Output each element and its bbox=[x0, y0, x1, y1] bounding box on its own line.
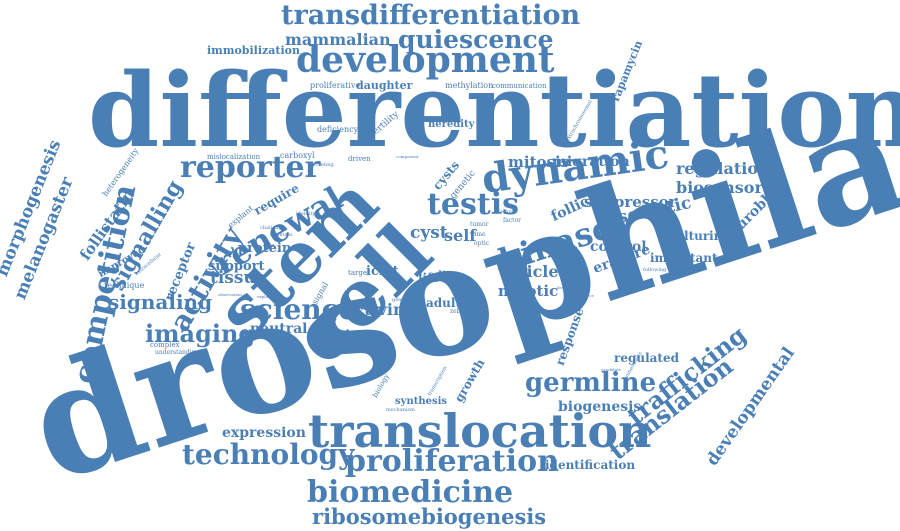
word-protein: protein bbox=[238, 241, 292, 256]
word-imaging: imaging bbox=[145, 319, 256, 348]
word-time: time bbox=[472, 231, 486, 238]
word-component: component bbox=[396, 154, 419, 159]
word-neutral: neutral bbox=[250, 321, 308, 337]
word-activin: activin bbox=[344, 300, 405, 319]
word-mitosis: mitosis bbox=[508, 153, 570, 171]
word-gene: gene bbox=[392, 297, 405, 303]
word-culturing: culturing bbox=[668, 229, 731, 243]
word-tissue: tissue bbox=[210, 268, 267, 288]
word-ribosomebiogenesis: ribosomebiogenesis bbox=[312, 504, 547, 529]
word-biomedicine: biomedicine bbox=[307, 475, 514, 510]
word-change: change bbox=[550, 311, 569, 317]
word-immobilization: immobilization bbox=[207, 44, 300, 57]
word-tumor: tumor bbox=[470, 221, 489, 228]
word-technique: technique bbox=[104, 281, 145, 290]
word-transgenic: transgenic bbox=[330, 335, 352, 340]
word-cyst: cyst bbox=[410, 223, 448, 243]
word-life: life bbox=[418, 271, 440, 285]
word-biosensor: biosensor bbox=[676, 178, 763, 197]
word-live: live bbox=[438, 269, 460, 282]
word-regulation: regulation bbox=[676, 159, 770, 178]
word-cellular: cellular bbox=[498, 209, 518, 215]
word-germline: germline bbox=[525, 368, 657, 398]
word-carboxyl: carboxyl bbox=[280, 151, 315, 160]
word-activation: activation bbox=[352, 345, 383, 352]
word-daughter: daughter bbox=[356, 79, 413, 92]
word-translocation: translocation bbox=[308, 404, 652, 458]
word-complex: complex bbox=[150, 341, 180, 349]
word-transdifferentiation: transdifferentiation bbox=[281, 0, 581, 31]
word-target: target bbox=[348, 269, 370, 277]
word-mitotic: mitotic bbox=[498, 282, 559, 300]
word-explained: explained bbox=[257, 294, 277, 299]
word-communication: communication bbox=[492, 82, 547, 90]
word-zebra: zebra bbox=[450, 308, 467, 315]
word-proliferative: proliferative bbox=[310, 81, 361, 90]
word-mechanism: mechanism bbox=[386, 407, 415, 413]
word-synthesis: synthesis bbox=[395, 396, 448, 407]
word-methylation: methylation bbox=[445, 81, 494, 90]
word-deficiency: deficiency bbox=[317, 125, 359, 134]
word-quiescence: quiescence bbox=[398, 25, 554, 54]
word-determination: determination bbox=[557, 285, 586, 290]
word-identification: identification bbox=[545, 458, 636, 472]
word-challenge: challenge bbox=[260, 225, 285, 231]
word-icmt: icmt bbox=[366, 264, 399, 279]
word-observation: observation bbox=[218, 292, 242, 297]
word-understanding: understanding bbox=[155, 349, 200, 356]
word-driven: driven bbox=[348, 155, 371, 163]
word-secreting: secreting bbox=[310, 162, 334, 168]
word-regulated: regulated bbox=[614, 351, 679, 365]
word-candidate: candidate bbox=[601, 367, 621, 372]
word-signaling: signaling bbox=[108, 290, 213, 314]
word-factor: factor bbox=[503, 217, 522, 224]
word-biogenesis: biogenesis bbox=[558, 399, 642, 415]
word-vesicle: vesicle bbox=[498, 262, 559, 281]
word-following: following bbox=[643, 267, 667, 273]
word-mammalian: mammalian bbox=[285, 30, 391, 49]
word-reporter: reporter bbox=[180, 150, 321, 185]
word-support: support bbox=[208, 259, 265, 274]
word-testis: testis bbox=[427, 187, 519, 222]
word-technology: technology bbox=[182, 438, 355, 471]
word-progression: progression bbox=[333, 377, 364, 383]
word-identity: identity bbox=[296, 211, 316, 217]
word-maintain: maintain bbox=[270, 232, 293, 238]
word-expression: expression bbox=[222, 425, 306, 441]
word-suppressor: suppressor bbox=[584, 193, 677, 211]
word-mislocalization: mislocalization bbox=[207, 153, 261, 161]
word-adult: adult bbox=[426, 296, 461, 310]
word-reveal: reveal bbox=[500, 251, 519, 258]
word-resource: resource bbox=[576, 293, 594, 298]
word-optic: optic bbox=[474, 240, 490, 247]
word-self: self bbox=[444, 226, 477, 245]
word-migration: migration bbox=[552, 154, 630, 170]
word-development: development bbox=[296, 39, 555, 81]
word-important: important bbox=[650, 251, 718, 265]
word-differentiation: differentiation bbox=[88, 51, 900, 171]
word-proliferation: proliferation bbox=[345, 444, 559, 479]
word-heredity: heredity bbox=[428, 119, 475, 130]
word-control: control bbox=[590, 239, 647, 255]
word-science: science bbox=[240, 293, 357, 326]
